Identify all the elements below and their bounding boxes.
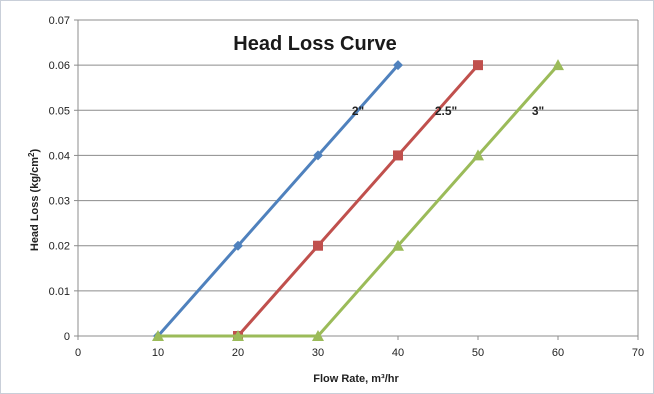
x-axis-title: Flow Rate, m³/hr bbox=[313, 373, 399, 385]
series-label-0: 2" bbox=[352, 104, 364, 118]
gridlines bbox=[78, 19, 638, 292]
x-tick-label: 40 bbox=[392, 347, 404, 359]
data-point bbox=[312, 330, 324, 341]
series-line-1 bbox=[236, 64, 480, 337]
data-point bbox=[313, 150, 323, 161]
y-tick-label: 0.04 bbox=[49, 150, 70, 162]
x-tick-label: 50 bbox=[472, 347, 484, 359]
series-label-1: 2.5" bbox=[435, 104, 457, 118]
data-point bbox=[473, 60, 483, 71]
data-point bbox=[233, 240, 243, 251]
series-labels: 2" 2.5" 3" bbox=[352, 104, 544, 118]
data-point bbox=[393, 60, 403, 71]
series-line-0 bbox=[156, 64, 400, 337]
y-tick-label: 0.07 bbox=[49, 15, 70, 27]
y-tick-label: 0.02 bbox=[49, 241, 70, 253]
x-tick-label: 70 bbox=[632, 347, 644, 359]
y-axis-title-sup: 2 bbox=[27, 152, 36, 157]
x-tick-label: 0 bbox=[75, 347, 81, 359]
x-tick-label: 10 bbox=[152, 347, 164, 359]
x-tick-label: 30 bbox=[312, 347, 324, 359]
series-line-2 bbox=[158, 64, 560, 338]
y-tick-label: 0 bbox=[64, 331, 70, 343]
series-group bbox=[152, 59, 564, 341]
x-tick-labels: 0 10 20 30 40 50 60 70 bbox=[75, 347, 644, 359]
y-axis-title: Head Loss (kg/cm2) bbox=[27, 149, 41, 252]
y-tick-label: 0.03 bbox=[49, 196, 70, 208]
x-tick-label: 60 bbox=[552, 347, 564, 359]
y-axis-title-main: Head Loss (kg/cm bbox=[29, 157, 41, 251]
y-tick-label: 0.05 bbox=[49, 105, 70, 117]
data-point bbox=[392, 239, 404, 251]
axes bbox=[74, 19, 639, 340]
data-point bbox=[313, 240, 323, 251]
x-tick-label: 20 bbox=[232, 347, 244, 359]
y-tick-label: 0.01 bbox=[49, 286, 70, 298]
series-label-2: 3" bbox=[532, 104, 544, 118]
y-axis-title-end: ) bbox=[29, 149, 41, 153]
data-point bbox=[232, 330, 244, 341]
data-point bbox=[152, 330, 164, 341]
y-tick-labels: 0 0.01 0.02 0.03 0.04 0.05 0.06 0.07 bbox=[49, 15, 70, 343]
data-point bbox=[472, 149, 484, 161]
data-point bbox=[552, 59, 564, 71]
y-tick-label: 0.06 bbox=[49, 60, 70, 72]
data-point bbox=[393, 150, 403, 161]
chart-title: Head Loss Curve bbox=[233, 33, 396, 55]
